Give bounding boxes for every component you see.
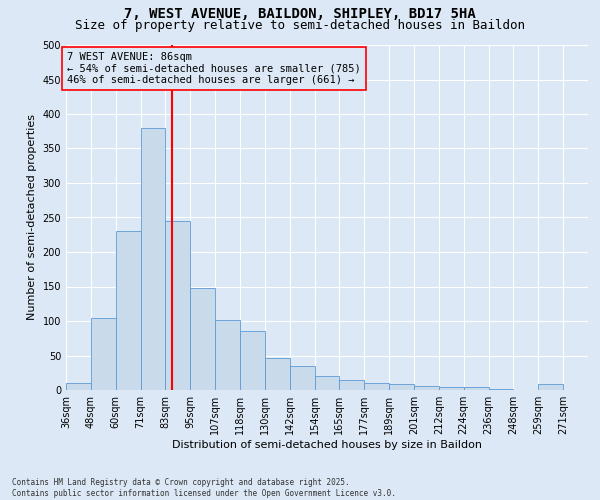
Bar xyxy=(290,366,314,390)
Bar xyxy=(240,332,265,390)
Bar xyxy=(364,383,389,390)
Text: Size of property relative to semi-detached houses in Baildon: Size of property relative to semi-detach… xyxy=(75,19,525,32)
Bar xyxy=(66,383,91,390)
Bar xyxy=(140,128,166,390)
Bar xyxy=(190,288,215,390)
Bar xyxy=(116,232,140,390)
Bar xyxy=(91,318,116,390)
Bar xyxy=(215,320,240,390)
Text: Contains HM Land Registry data © Crown copyright and database right 2025.
Contai: Contains HM Land Registry data © Crown c… xyxy=(12,478,396,498)
Text: 7, WEST AVENUE, BAILDON, SHIPLEY, BD17 5HA: 7, WEST AVENUE, BAILDON, SHIPLEY, BD17 5… xyxy=(124,8,476,22)
Text: 7 WEST AVENUE: 86sqm
← 54% of semi-detached houses are smaller (785)
46% of semi: 7 WEST AVENUE: 86sqm ← 54% of semi-detac… xyxy=(67,52,361,85)
Bar xyxy=(389,384,414,390)
X-axis label: Distribution of semi-detached houses by size in Baildon: Distribution of semi-detached houses by … xyxy=(172,440,482,450)
Bar xyxy=(464,387,488,390)
Bar xyxy=(314,376,340,390)
Bar xyxy=(166,221,190,390)
Bar xyxy=(265,358,290,390)
Y-axis label: Number of semi-detached properties: Number of semi-detached properties xyxy=(27,114,37,320)
Bar xyxy=(439,387,464,390)
Bar xyxy=(414,386,439,390)
Bar xyxy=(538,384,563,390)
Bar xyxy=(340,380,364,390)
